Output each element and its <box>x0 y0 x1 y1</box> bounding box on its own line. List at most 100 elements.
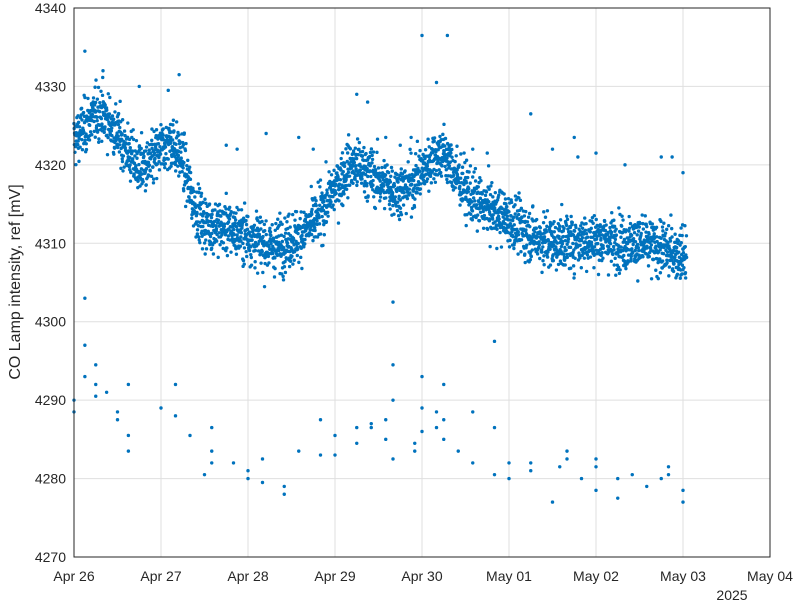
data-point <box>624 228 628 232</box>
data-point <box>229 250 233 254</box>
data-point <box>139 146 143 151</box>
data-point <box>210 212 214 217</box>
data-point <box>235 147 239 151</box>
data-point <box>144 149 148 153</box>
data-point <box>420 166 424 170</box>
data-point <box>525 220 530 224</box>
data-point <box>370 153 374 158</box>
data-point <box>283 259 287 264</box>
data-point <box>683 244 687 249</box>
data-point <box>344 147 348 151</box>
data-point <box>427 145 431 149</box>
data-point <box>145 141 150 145</box>
data-point <box>355 441 359 445</box>
data-point <box>281 278 286 282</box>
data-point <box>490 217 495 221</box>
data-point <box>622 253 626 258</box>
data-point <box>230 236 235 241</box>
data-point <box>311 238 315 243</box>
data-point <box>185 199 189 203</box>
data-point <box>360 154 365 158</box>
data-point <box>241 241 245 246</box>
data-point <box>537 245 541 250</box>
data-point <box>90 112 95 117</box>
data-point <box>395 200 400 204</box>
y-axis-label: CO Lamp intensity, ref [mV] <box>7 184 24 379</box>
data-point <box>188 177 193 182</box>
data-point <box>522 214 527 218</box>
x-tick-label: Apr 28 <box>227 568 268 584</box>
data-point <box>561 234 566 239</box>
data-point <box>550 147 555 151</box>
data-point <box>594 488 598 493</box>
data-point <box>203 228 208 233</box>
data-point <box>584 232 589 236</box>
data-point <box>355 183 359 188</box>
data-point <box>98 100 102 105</box>
data-point <box>384 437 388 442</box>
data-point <box>334 191 338 196</box>
data-point <box>344 178 348 182</box>
data-point <box>491 213 495 217</box>
data-point <box>391 203 395 208</box>
data-point <box>110 114 115 118</box>
data-point <box>153 156 157 161</box>
data-point <box>572 135 576 140</box>
data-point <box>508 221 513 226</box>
data-point <box>345 151 350 155</box>
data-point <box>217 231 221 235</box>
y-tick-label: 4280 <box>35 471 66 487</box>
data-point <box>669 213 673 217</box>
data-point <box>245 254 249 259</box>
data-point <box>612 247 616 252</box>
data-point <box>299 255 303 260</box>
data-point <box>513 212 517 216</box>
data-point <box>473 199 477 203</box>
data-point <box>612 224 617 229</box>
data-point <box>684 255 689 260</box>
data-point <box>204 247 209 251</box>
data-point <box>620 230 625 235</box>
data-point <box>230 225 235 229</box>
data-point <box>226 234 231 238</box>
data-point <box>679 241 683 245</box>
data-point <box>297 260 301 265</box>
data-point <box>318 178 323 182</box>
data-point <box>639 231 643 236</box>
data-point <box>252 223 257 227</box>
data-point <box>425 177 430 181</box>
data-point <box>571 241 575 246</box>
data-point <box>542 235 547 239</box>
data-point <box>546 239 551 243</box>
data-point <box>665 258 669 262</box>
data-point <box>158 152 163 156</box>
data-point <box>675 272 680 276</box>
data-point <box>432 177 436 181</box>
data-point <box>618 268 622 272</box>
data-point <box>572 276 576 280</box>
data-point <box>471 175 475 179</box>
data-point <box>554 268 559 272</box>
data-point <box>416 166 420 170</box>
data-point <box>384 418 388 422</box>
data-point <box>427 189 431 193</box>
data-point <box>557 234 561 239</box>
data-point <box>559 244 564 249</box>
data-point <box>600 250 604 255</box>
data-point <box>151 181 156 185</box>
data-point <box>198 207 203 211</box>
data-point <box>103 125 107 129</box>
data-point <box>609 230 614 235</box>
data-point <box>669 226 674 231</box>
data-point <box>613 237 618 242</box>
data-point <box>665 227 669 232</box>
data-point <box>629 257 633 261</box>
data-point <box>614 233 619 237</box>
data-point <box>254 209 259 213</box>
data-point <box>556 262 561 267</box>
data-point <box>486 203 490 207</box>
data-point <box>579 238 584 243</box>
data-point <box>93 135 97 139</box>
data-point <box>534 217 539 222</box>
data-point <box>99 89 103 94</box>
